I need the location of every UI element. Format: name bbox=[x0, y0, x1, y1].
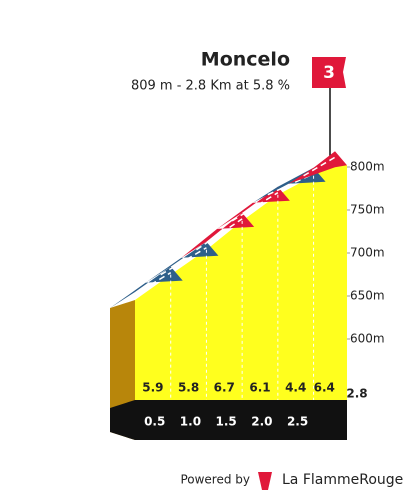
chart-title: Moncelo bbox=[201, 49, 290, 71]
gradient-label: 6.7 bbox=[214, 381, 235, 395]
category-label: 3 bbox=[323, 63, 335, 83]
band-dash bbox=[160, 247, 207, 276]
gradient-label: 5.9 bbox=[142, 381, 163, 395]
gradient-band bbox=[217, 186, 290, 229]
km-label: 1.5 bbox=[216, 415, 237, 429]
band-dash bbox=[303, 156, 336, 177]
base-side bbox=[110, 400, 135, 440]
km-label: 2.0 bbox=[251, 415, 272, 429]
band-dash bbox=[196, 218, 243, 251]
base bbox=[135, 400, 347, 440]
km-label: 2.5 bbox=[287, 415, 308, 429]
footer-powered: Powered by bbox=[180, 473, 250, 487]
band-dash bbox=[231, 192, 279, 222]
brand-logo bbox=[258, 472, 272, 490]
km-label: 2.8 bbox=[346, 387, 367, 401]
gradient-label: 6.1 bbox=[249, 381, 270, 395]
category-flag bbox=[312, 57, 346, 88]
gradient-band bbox=[181, 212, 255, 258]
band-dash bbox=[124, 272, 172, 301]
y-tick-label: 650m bbox=[350, 289, 385, 303]
footer-brand: La FlammeRouge bbox=[282, 472, 403, 488]
right-face bbox=[335, 159, 347, 400]
gradient-label: 5.8 bbox=[178, 381, 199, 395]
km-label: 0.5 bbox=[144, 415, 165, 429]
y-tick-label: 600m bbox=[350, 332, 385, 346]
gradient-label: 4.4 bbox=[285, 381, 306, 395]
chart-subtitle: 809 m - 2.8 Km at 5.8 % bbox=[131, 79, 290, 94]
y-tick-label: 700m bbox=[350, 246, 385, 260]
y-tick-label: 750m bbox=[350, 203, 385, 217]
gradient-label: 6.4 bbox=[314, 381, 335, 395]
y-tick-label: 800m bbox=[350, 160, 385, 174]
profile-area bbox=[135, 159, 335, 400]
km-label: 1.0 bbox=[180, 415, 201, 429]
